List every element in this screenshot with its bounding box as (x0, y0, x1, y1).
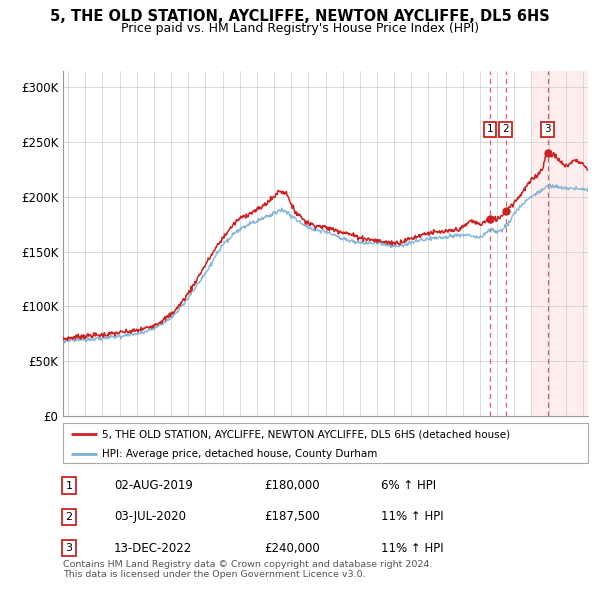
Text: 13-DEC-2022: 13-DEC-2022 (114, 542, 192, 555)
Text: 6% ↑ HPI: 6% ↑ HPI (381, 479, 436, 492)
Text: 2: 2 (65, 512, 73, 522)
Text: £180,000: £180,000 (264, 479, 320, 492)
Text: 1: 1 (487, 124, 493, 135)
Text: 02-AUG-2019: 02-AUG-2019 (114, 479, 193, 492)
Bar (532, 71, 588, 416)
Text: HPI: Average price, detached house, County Durham: HPI: Average price, detached house, Coun… (103, 450, 378, 460)
Text: 11% ↑ HPI: 11% ↑ HPI (381, 542, 443, 555)
Text: Price paid vs. HM Land Registry's House Price Index (HPI): Price paid vs. HM Land Registry's House … (121, 22, 479, 35)
Text: 03-JUL-2020: 03-JUL-2020 (114, 510, 186, 523)
Text: 3: 3 (544, 124, 551, 135)
Text: £240,000: £240,000 (264, 542, 320, 555)
Text: 2: 2 (502, 124, 509, 135)
Text: 5, THE OLD STATION, AYCLIFFE, NEWTON AYCLIFFE, DL5 6HS (detached house): 5, THE OLD STATION, AYCLIFFE, NEWTON AYC… (103, 430, 511, 440)
Text: £187,500: £187,500 (264, 510, 320, 523)
Text: Contains HM Land Registry data © Crown copyright and database right 2024.
This d: Contains HM Land Registry data © Crown c… (63, 560, 433, 579)
Text: 3: 3 (65, 543, 73, 553)
Text: 5, THE OLD STATION, AYCLIFFE, NEWTON AYCLIFFE, DL5 6HS: 5, THE OLD STATION, AYCLIFFE, NEWTON AYC… (50, 9, 550, 24)
Text: 1: 1 (65, 481, 73, 490)
Text: 11% ↑ HPI: 11% ↑ HPI (381, 510, 443, 523)
